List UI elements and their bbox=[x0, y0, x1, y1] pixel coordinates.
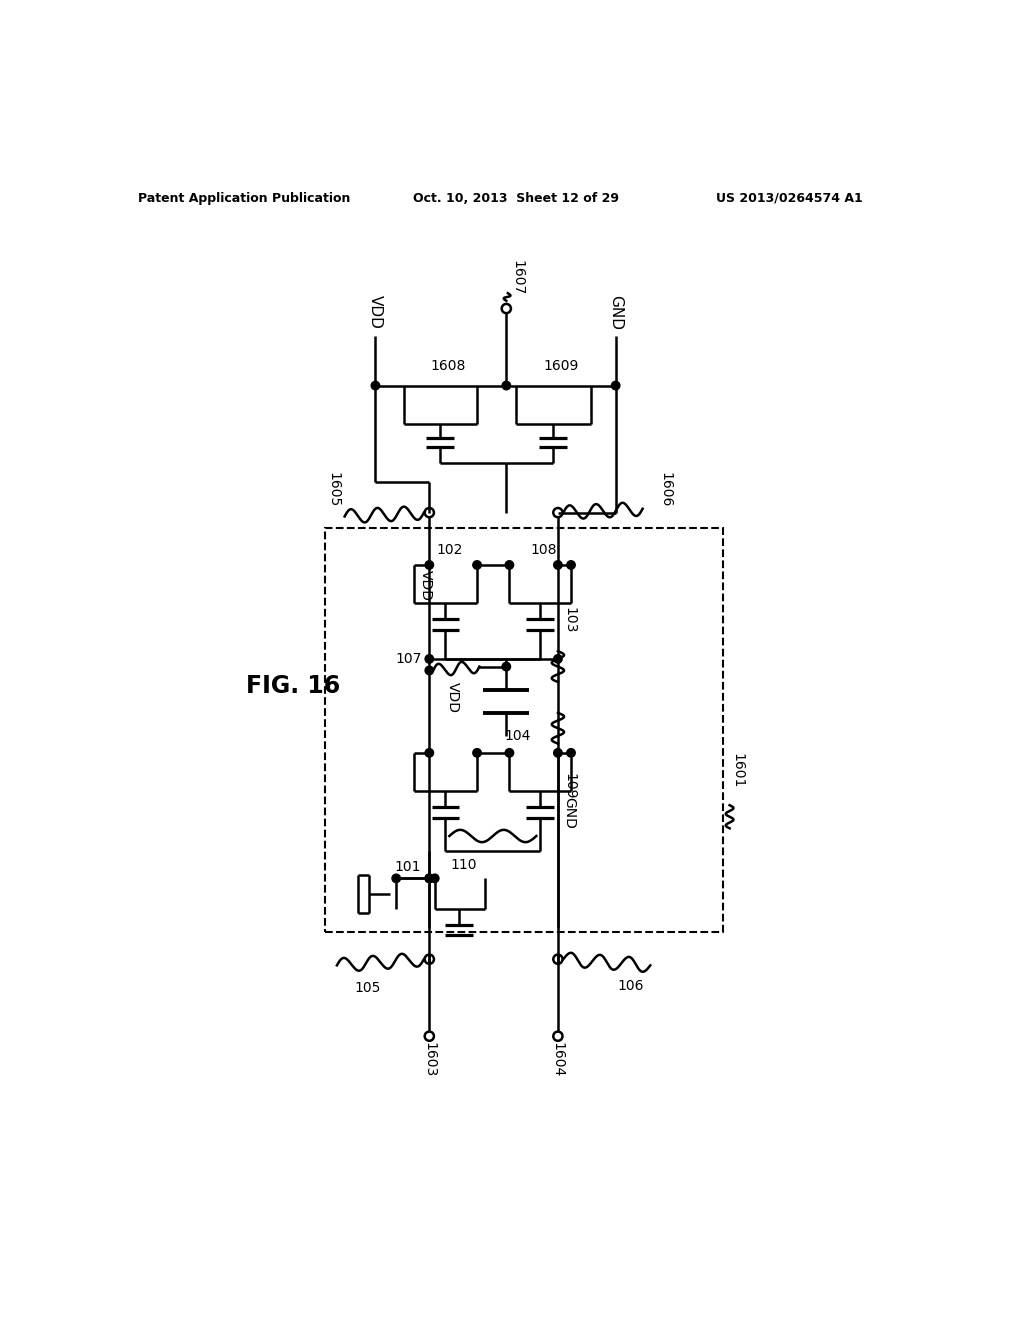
Circle shape bbox=[425, 874, 433, 883]
Text: 1608: 1608 bbox=[430, 359, 466, 374]
Circle shape bbox=[502, 381, 511, 389]
Circle shape bbox=[473, 748, 481, 758]
Text: VDD: VDD bbox=[445, 682, 460, 713]
Text: 1606: 1606 bbox=[658, 471, 673, 507]
Circle shape bbox=[425, 748, 433, 758]
Text: 1607: 1607 bbox=[511, 260, 525, 296]
Text: 106: 106 bbox=[617, 979, 644, 993]
Text: VDD: VDD bbox=[368, 296, 383, 329]
Text: 105: 105 bbox=[354, 982, 381, 995]
Text: 1605: 1605 bbox=[326, 471, 340, 507]
Text: 101: 101 bbox=[394, 859, 421, 874]
Circle shape bbox=[611, 381, 620, 389]
Circle shape bbox=[425, 874, 433, 883]
Text: 103: 103 bbox=[562, 607, 577, 634]
Circle shape bbox=[425, 667, 433, 675]
Circle shape bbox=[554, 748, 562, 758]
Text: FIG. 16: FIG. 16 bbox=[246, 673, 340, 698]
Text: 109: 109 bbox=[562, 772, 577, 799]
Circle shape bbox=[566, 561, 575, 569]
Circle shape bbox=[502, 663, 511, 671]
Text: 1604: 1604 bbox=[551, 1041, 565, 1077]
Text: 1603: 1603 bbox=[422, 1041, 436, 1077]
Text: 102: 102 bbox=[436, 543, 463, 557]
Text: 110: 110 bbox=[450, 858, 476, 873]
Circle shape bbox=[554, 655, 562, 663]
Circle shape bbox=[425, 561, 433, 569]
Circle shape bbox=[505, 561, 514, 569]
Circle shape bbox=[554, 561, 562, 569]
Text: Patent Application Publication: Patent Application Publication bbox=[138, 191, 350, 205]
Circle shape bbox=[392, 874, 400, 883]
Circle shape bbox=[371, 381, 380, 389]
Circle shape bbox=[425, 655, 433, 663]
Circle shape bbox=[473, 561, 481, 569]
Text: GND: GND bbox=[608, 294, 624, 330]
Text: US 2013/0264574 A1: US 2013/0264574 A1 bbox=[716, 191, 862, 205]
Text: GND: GND bbox=[562, 797, 577, 829]
Circle shape bbox=[505, 748, 514, 758]
Text: 108: 108 bbox=[530, 543, 557, 557]
Text: Oct. 10, 2013  Sheet 12 of 29: Oct. 10, 2013 Sheet 12 of 29 bbox=[413, 191, 620, 205]
Text: VDD: VDD bbox=[419, 570, 432, 601]
Circle shape bbox=[430, 874, 439, 883]
Bar bbox=[325, 528, 724, 932]
Text: 1601: 1601 bbox=[730, 752, 744, 788]
Circle shape bbox=[566, 748, 575, 758]
Text: 104: 104 bbox=[505, 729, 531, 743]
Text: 107: 107 bbox=[395, 652, 422, 665]
Text: 1609: 1609 bbox=[544, 359, 579, 374]
